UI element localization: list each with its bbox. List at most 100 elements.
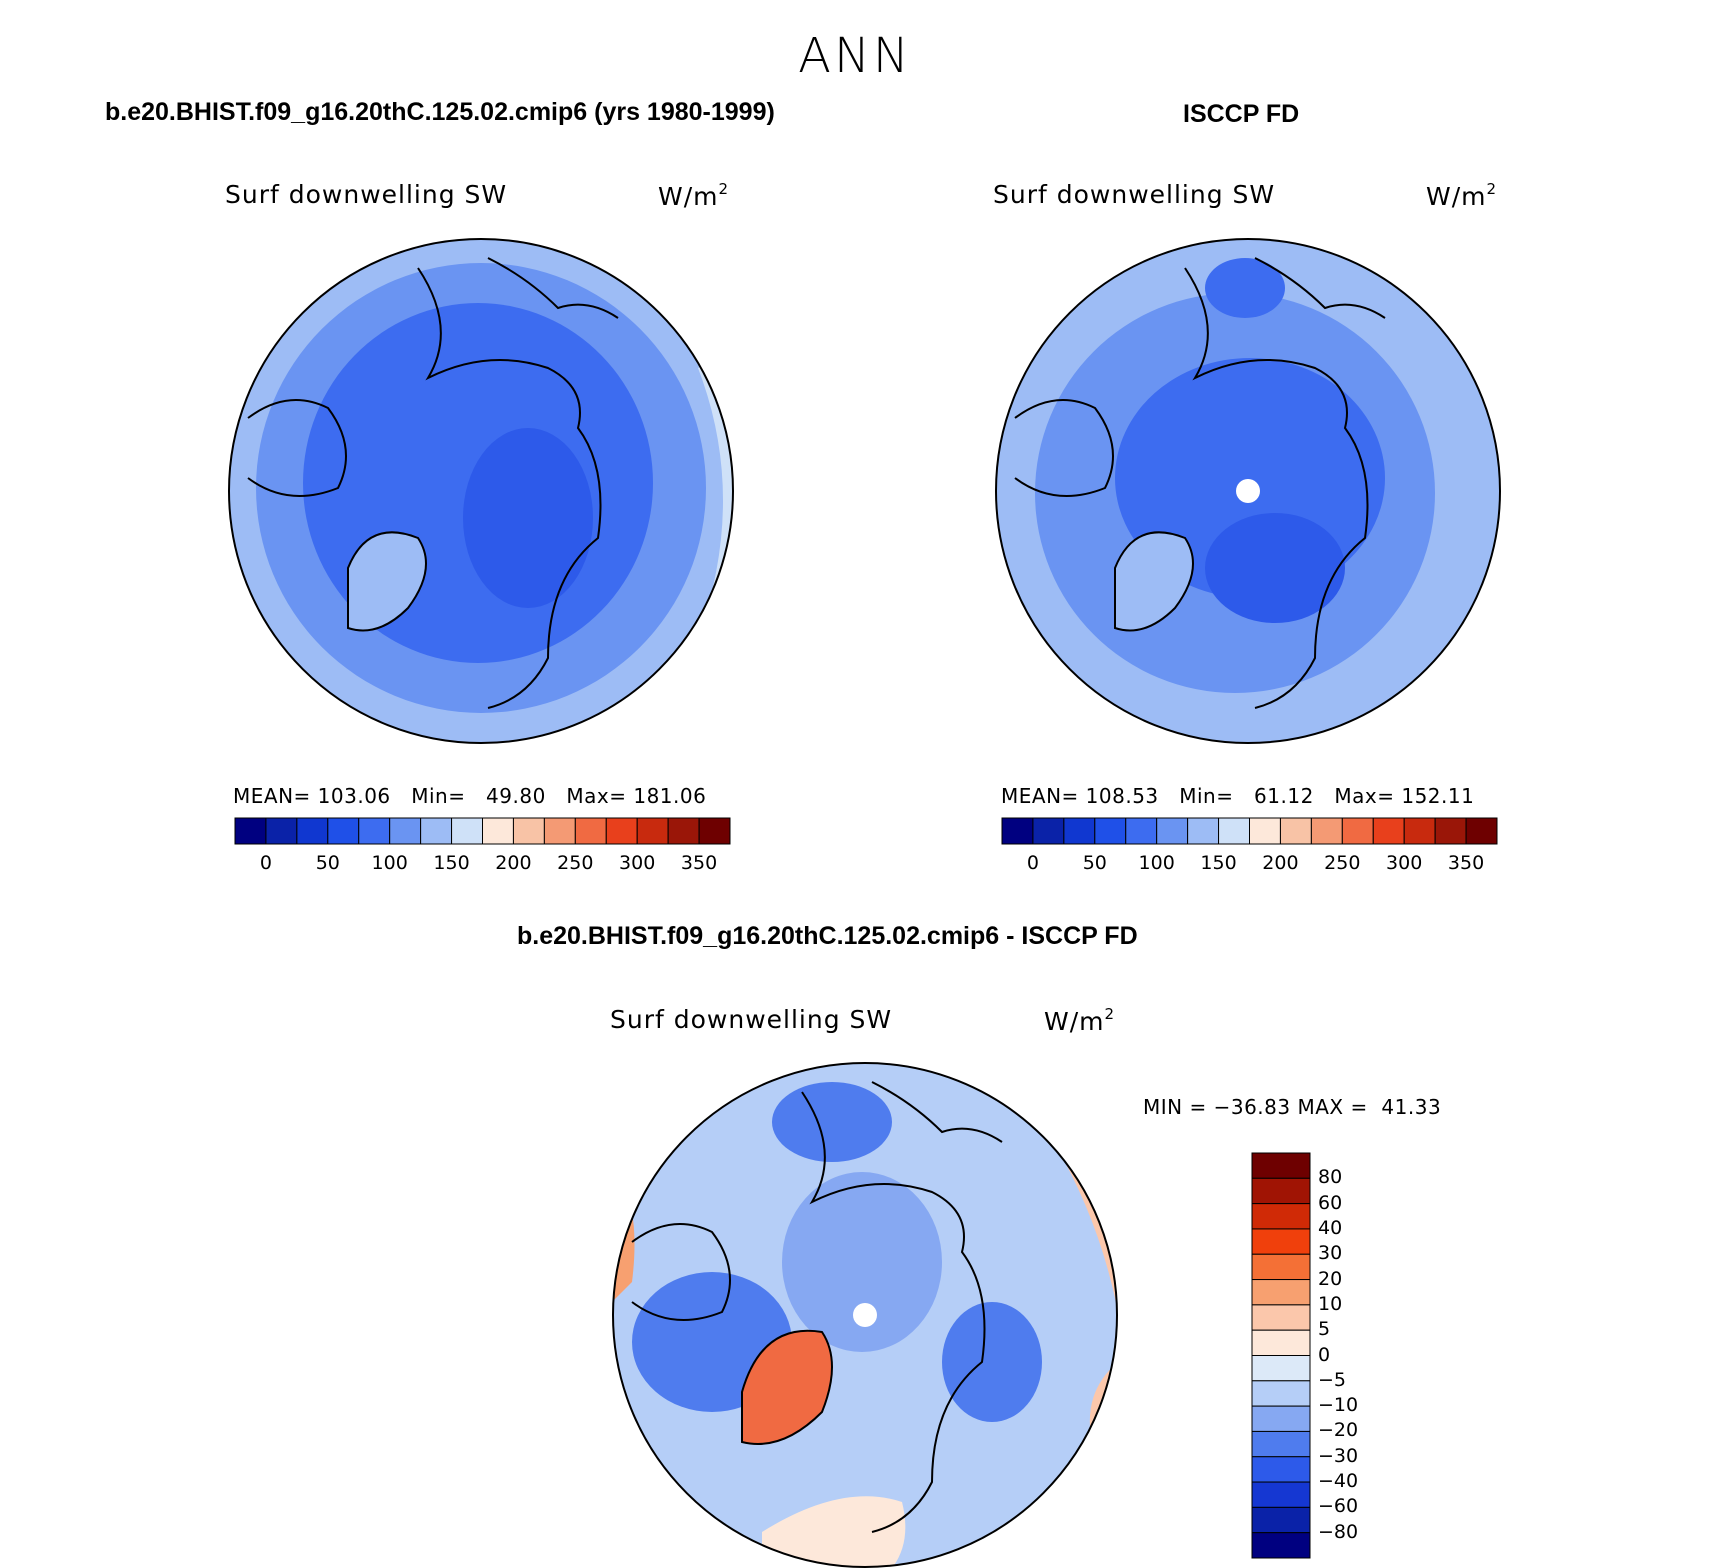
diff-colorbar-box xyxy=(1251,1405,1311,1432)
diff-field-east-neg xyxy=(942,1302,1042,1422)
model-colorbar-box xyxy=(636,817,669,845)
diff-coast-america xyxy=(631,1223,731,1321)
obs-colorbar-ticks: 0 50 100 150 200 250 300 350 xyxy=(1002,852,1497,876)
model-colorbar-box xyxy=(667,817,700,845)
obs-variable-label: Surf downwelling SW xyxy=(993,180,1276,209)
obs-colorbar-box xyxy=(1372,817,1405,845)
obs-colorbar-box xyxy=(1187,817,1220,845)
model-field-max xyxy=(463,428,593,608)
model-units-label: W/m2 xyxy=(658,180,730,211)
diff-coast-eurasia xyxy=(801,1091,986,1533)
obs-greenland xyxy=(1114,531,1194,632)
model-colorbar-box xyxy=(420,817,453,845)
model-stats: MEAN= 103.06 Min= 49.80 Max= 181.06 xyxy=(233,784,707,808)
diff-colorbar-tick-label: −5 xyxy=(1318,1368,1347,1391)
diff-colorbar-tick-label: 30 xyxy=(1318,1242,1343,1265)
diff-field-north-neg xyxy=(772,1082,892,1162)
model-colorbar-box xyxy=(451,817,483,845)
diff-units-label: W/m2 xyxy=(1044,1005,1116,1036)
diff-colorbar-tick-label: 10 xyxy=(1318,1292,1343,1315)
obs-polar-map xyxy=(995,238,1501,744)
obs-colorbar-box xyxy=(1001,817,1034,845)
diff-colorbar-box xyxy=(1251,1506,1311,1534)
diff-colorbar-tick-label: −80 xyxy=(1318,1520,1359,1543)
diff-colorbar-box xyxy=(1251,1481,1311,1508)
diff-colorbar-box xyxy=(1251,1177,1311,1205)
obs-colorbar-box xyxy=(1125,817,1158,845)
model-colorbar-box xyxy=(482,817,514,845)
model-colorbar-box xyxy=(389,817,422,845)
obs-colorbar-tick-label: 300 xyxy=(1386,852,1423,874)
model-colorbar-tick-label: 350 xyxy=(680,852,718,874)
obs-colorbar-box xyxy=(1032,817,1065,845)
diff-colorbar-box xyxy=(1251,1532,1311,1559)
diff-colorbar-box xyxy=(1251,1430,1311,1458)
diff-colorbar-tick-label: 80 xyxy=(1318,1166,1343,1189)
model-colorbar-box xyxy=(512,817,545,845)
diff-colorbar-tick-label: −30 xyxy=(1318,1444,1359,1467)
obs-field-north-cell xyxy=(1205,258,1285,318)
obs-stats: MEAN= 108.53 Min= 61.12 Max= 152.11 xyxy=(1001,784,1475,808)
diff-colorbar-tick-label: −20 xyxy=(1318,1419,1359,1442)
model-colorbar-box xyxy=(543,817,576,845)
obs-colorbar-tick-label: 250 xyxy=(1324,852,1361,874)
diff-colorbar-tick-label: 5 xyxy=(1318,1318,1331,1341)
model-colorbar-tick-label: 300 xyxy=(619,852,656,874)
model-greenland xyxy=(347,531,427,632)
diff-colorbar-box xyxy=(1251,1152,1311,1179)
diff-colorbar-tick-label: −40 xyxy=(1318,1470,1359,1493)
obs-colorbar-tick-label: 150 xyxy=(1200,852,1237,874)
obs-colorbar xyxy=(1001,817,1498,845)
diff-colorbar-tick-label: −10 xyxy=(1318,1394,1359,1417)
diff-colorbar-box xyxy=(1251,1279,1311,1306)
diff-polar-map xyxy=(612,1062,1118,1568)
obs-colorbar-box xyxy=(1218,817,1250,845)
obs-colorbar-box xyxy=(1434,817,1467,845)
obs-colorbar-box xyxy=(1249,817,1281,845)
obs-polar-hole xyxy=(1236,479,1260,503)
model-colorbar-tick-label: 200 xyxy=(495,852,532,874)
model-colorbar-tick-label: 150 xyxy=(433,852,470,874)
diff-polar-hole xyxy=(853,1303,877,1327)
model-colorbar-box xyxy=(574,817,607,845)
obs-coast-north xyxy=(1254,257,1386,319)
model-colorbar-ticks: 0 50 100 150 200 250 300 350 xyxy=(235,852,730,876)
obs-colorbar-tick-label: 100 xyxy=(1138,852,1175,874)
diff-coast-north xyxy=(871,1081,1003,1143)
diff-variable-label: Surf downwelling SW xyxy=(610,1005,893,1034)
diff-colorbar-box xyxy=(1251,1380,1311,1407)
model-coast-america xyxy=(247,399,347,497)
diff-field-core-neg xyxy=(782,1172,942,1352)
obs-colorbar-box xyxy=(1341,817,1374,845)
obs-colorbar-tick-label: 350 xyxy=(1447,852,1485,874)
obs-case-title: ISCCP FD xyxy=(1183,100,1300,128)
diff-colorbar-box xyxy=(1251,1304,1311,1331)
model-colorbar-box xyxy=(234,817,267,845)
diff-stats: MIN = −36.83 MAX = 41.33 xyxy=(1143,1095,1442,1119)
obs-colorbar-box xyxy=(1403,817,1436,845)
diff-case-title: b.e20.BHIST.f09_g16.20thC.125.02.cmip6 -… xyxy=(517,922,1138,950)
diff-greenland-pos xyxy=(741,1329,833,1445)
obs-colorbar-tick-label: 0 xyxy=(1026,852,1039,874)
model-colorbar-box xyxy=(605,817,638,845)
obs-colorbar-tick-label: 50 xyxy=(1082,852,1107,874)
diff-colorbar-box xyxy=(1251,1456,1311,1483)
obs-colorbar-box xyxy=(1094,817,1127,845)
model-coast-eurasia xyxy=(417,267,602,709)
diff-colorbar-tick-label: 40 xyxy=(1318,1216,1343,1239)
obs-colorbar-box xyxy=(1310,817,1343,845)
obs-units-label: W/m2 xyxy=(1426,180,1498,211)
model-colorbar xyxy=(234,817,731,845)
model-colorbar-box xyxy=(265,817,298,845)
diff-colorbar-tick-label: −60 xyxy=(1318,1495,1359,1518)
diff-colorbar-tick-label: 60 xyxy=(1318,1191,1343,1214)
obs-coast-america xyxy=(1014,399,1114,497)
model-colorbar-tick-label: 100 xyxy=(371,852,408,874)
diff-colorbar xyxy=(1251,1152,1311,1559)
model-case-title: b.e20.BHIST.f09_g16.20thC.125.02.cmip6 (… xyxy=(105,98,775,126)
diff-colorbar-tick-label: 0 xyxy=(1318,1343,1331,1366)
model-colorbar-tick-label: 0 xyxy=(259,852,272,874)
model-colorbar-box xyxy=(327,817,360,845)
model-colorbar-box xyxy=(358,817,391,845)
obs-colorbar-box xyxy=(1063,817,1096,845)
